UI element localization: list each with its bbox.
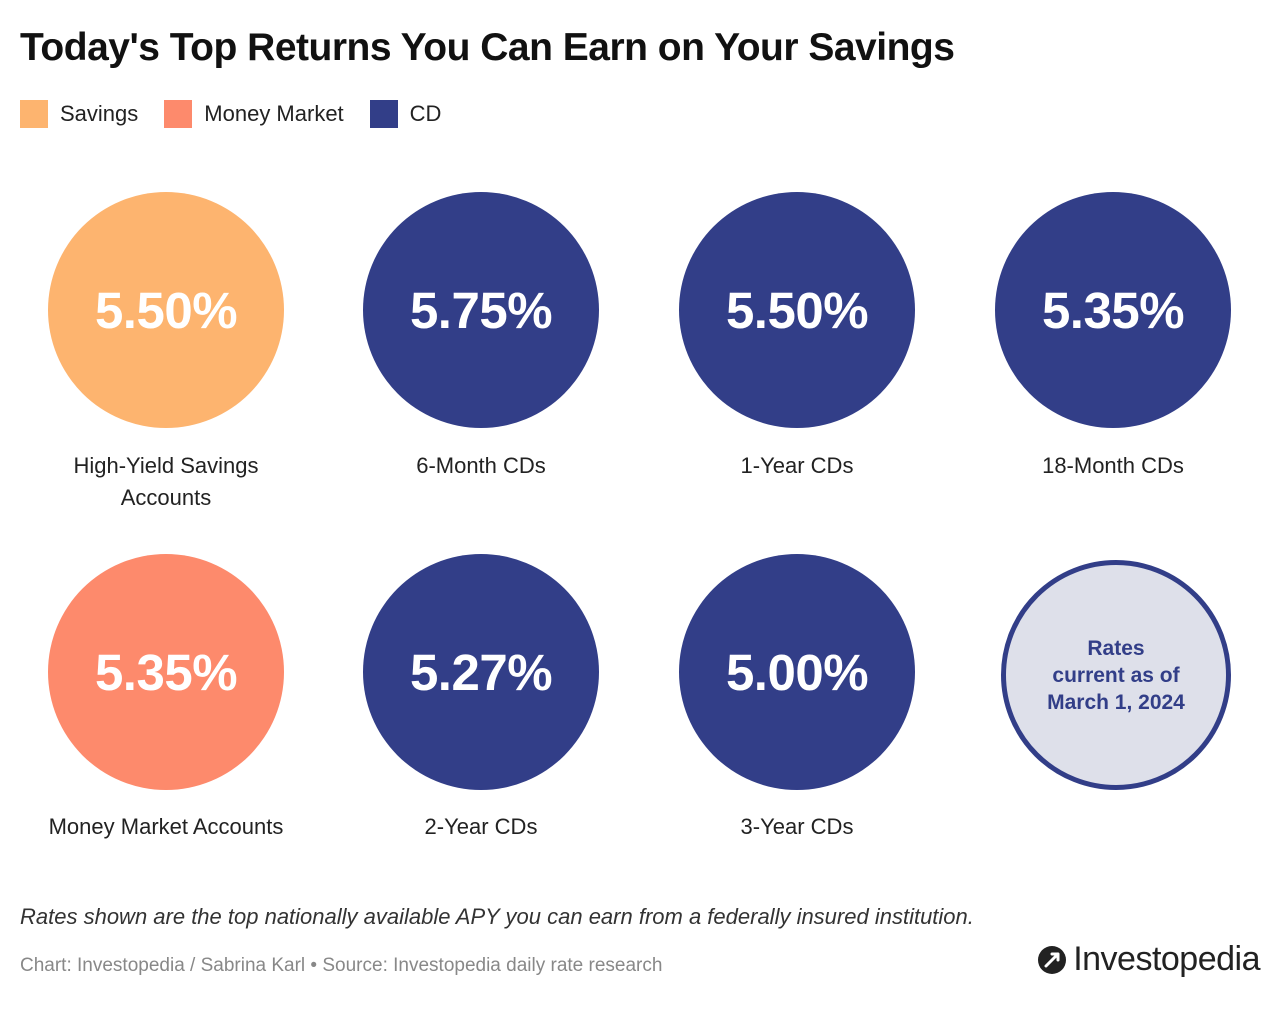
- rate-circle: 5.35%: [995, 192, 1231, 428]
- legend-item-savings: Savings: [20, 100, 138, 128]
- chart-title: Today's Top Returns You Can Earn on Your…: [20, 26, 955, 69]
- investopedia-logo-icon: [1038, 945, 1067, 974]
- investopedia-logo-text: Investopedia: [1073, 940, 1260, 978]
- legend-label-money-market: Money Market: [204, 101, 344, 126]
- rates-date-line-2: current as of: [1052, 663, 1180, 687]
- rate-circle: 5.50%: [48, 192, 284, 428]
- rate-label: 18-Month CDs: [1042, 453, 1184, 478]
- rate-label: 3-Year CDs: [740, 814, 854, 839]
- legend-label-cd: CD: [409, 101, 442, 126]
- source-credit: Chart: Investopedia / Sabrina Karl • Sou…: [20, 955, 663, 976]
- rate-value: 5.75%: [409, 281, 553, 339]
- rates-date-badge: Rates current as of March 1, 2024: [1001, 560, 1231, 790]
- rate-circle: 5.75%: [363, 192, 599, 428]
- rate-value: 5.35%: [94, 643, 238, 701]
- rate-label: 1-Year CDs: [740, 453, 854, 478]
- rate-value: 5.27%: [409, 643, 553, 701]
- footnote: Rates shown are the top nationally avail…: [20, 904, 974, 929]
- rate-value: 5.50%: [94, 281, 238, 339]
- rate-circle: 5.27%: [363, 554, 599, 790]
- legend-item-money-market: Money Market: [164, 100, 344, 128]
- rates-date-line-1: Rates: [1087, 636, 1145, 660]
- rate-label: 6-Month CDs: [416, 453, 546, 478]
- legend-label-savings: Savings: [60, 101, 139, 126]
- legend-swatch-cd: [369, 100, 398, 128]
- rate-label: Money Market Accounts: [48, 814, 284, 839]
- legend-item-cd: CD: [369, 100, 442, 128]
- rate-label: 2-Year CDs: [424, 814, 538, 839]
- rate-circle: 5.35%: [48, 554, 284, 790]
- legend: Savings Money Market CD: [20, 100, 467, 128]
- legend-swatch-money-market: [164, 100, 193, 128]
- rate-value: 5.50%: [725, 281, 869, 339]
- rate-circle: 5.00%: [679, 554, 915, 790]
- rate-value: 5.35%: [1041, 281, 1185, 339]
- legend-swatch-savings: [20, 100, 48, 128]
- rate-label: High-Yield Savings Accounts: [73, 453, 259, 510]
- rates-date-line-3: March 1, 2024: [1047, 690, 1185, 714]
- rate-circle: 5.50%: [679, 192, 915, 428]
- investopedia-logo: Investopedia: [1037, 940, 1260, 979]
- rate-value: 5.00%: [725, 643, 869, 701]
